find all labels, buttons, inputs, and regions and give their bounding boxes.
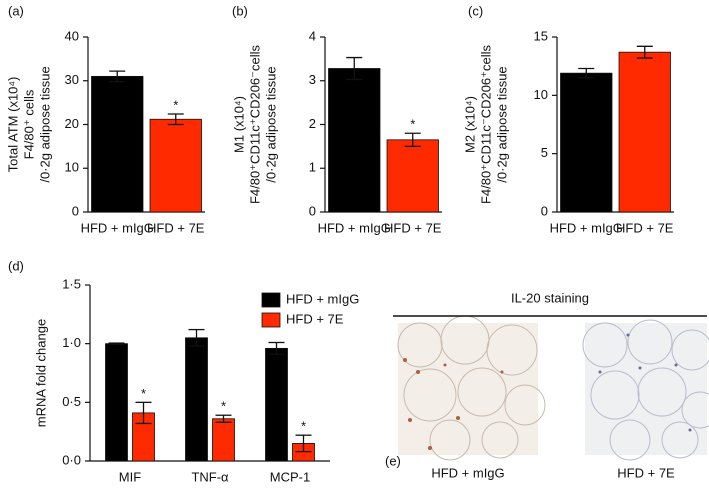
bar — [149, 118, 202, 213]
bar — [386, 139, 439, 213]
y-axis-label: Total ATM (x10⁴) — [5, 77, 20, 173]
x-tick-label: HFD + 7E — [616, 220, 674, 235]
bar — [265, 347, 288, 462]
bar — [618, 51, 671, 213]
bar — [328, 68, 381, 213]
y-axis-label: F4/80⁺CD11c⁺CD206⁻cells — [247, 44, 262, 204]
y-tick-label: 1 — [309, 160, 316, 175]
y-axis-label: F4/80⁺ cells — [21, 89, 36, 159]
y-axis-label: mRNA fold change — [33, 319, 48, 427]
y-tick-label: 0 — [72, 203, 79, 218]
panel-title: IL-20 staining — [511, 290, 589, 305]
image-caption: HFD + mIgG — [431, 465, 504, 480]
panel-label: (d) — [8, 258, 24, 273]
y-tick-label: 30 — [65, 72, 79, 87]
significance-mark: * — [141, 386, 146, 401]
panel-label: (e) — [385, 453, 401, 468]
y-tick-label: 0 — [309, 203, 316, 218]
y-axis-label: /0·2g adipose tissue — [37, 66, 52, 182]
y-axis-label: F4/80⁺CD11c⁻CD206⁺cells — [478, 44, 493, 204]
x-tick-label: HFD + 7E — [147, 220, 205, 235]
bar — [105, 343, 128, 462]
legend-label: HFD + 7E — [286, 311, 344, 326]
legend-swatch — [261, 312, 281, 328]
x-tick-label: HFD + 7E — [384, 220, 442, 235]
y-tick-label: 5 — [541, 145, 548, 160]
bar — [185, 337, 208, 462]
micrograph-left — [397, 315, 546, 461]
significance-mark: * — [410, 117, 415, 132]
x-tick-label: MIF — [119, 469, 141, 484]
y-axis-label: M1 (x10⁴) — [231, 96, 246, 153]
panel-label: (a) — [8, 3, 24, 18]
bar — [560, 72, 613, 213]
y-tick-label: 0·5 — [62, 394, 81, 409]
y-axis-label: /0·2g adipose tissue — [263, 66, 278, 182]
significance-mark: * — [221, 399, 226, 414]
y-tick-label: 1·5 — [62, 276, 81, 291]
image-caption: HFD + 7E — [617, 465, 675, 480]
y-axis-label: M2 (x10⁴) — [462, 96, 477, 153]
y-tick-label: 20 — [65, 116, 79, 131]
y-axis-label: /0·2g adipose tissue — [494, 66, 509, 182]
y-tick-label: 3 — [309, 72, 316, 87]
panel-label: (c) — [468, 3, 483, 18]
micrograph-right — [582, 319, 709, 461]
bar — [91, 75, 144, 213]
legend-swatch — [261, 292, 281, 308]
y-tick-label: 15 — [534, 28, 548, 43]
x-tick-label: HFD + mIgG — [318, 220, 391, 235]
bar — [212, 418, 235, 462]
y-tick-label: 4 — [309, 28, 316, 43]
x-tick-label: TNF-α — [191, 469, 229, 484]
x-tick-label: HFD + mIgG — [81, 220, 154, 235]
y-tick-label: 0·0 — [62, 452, 81, 467]
y-tick-label: 1·0 — [62, 335, 81, 350]
y-tick-label: 40 — [65, 28, 79, 43]
y-tick-label: 0 — [541, 203, 548, 218]
significance-mark: * — [173, 97, 178, 112]
y-tick-label: 10 — [65, 160, 79, 175]
x-tick-label: MCP-1 — [270, 469, 310, 484]
x-tick-label: HFD + mIgG — [550, 220, 623, 235]
panel-label: (b) — [232, 3, 248, 18]
significance-mark: * — [301, 419, 306, 434]
legend-label: HFD + mIgG — [286, 291, 359, 306]
y-tick-label: 10 — [534, 87, 548, 102]
y-tick-label: 2 — [309, 116, 316, 131]
